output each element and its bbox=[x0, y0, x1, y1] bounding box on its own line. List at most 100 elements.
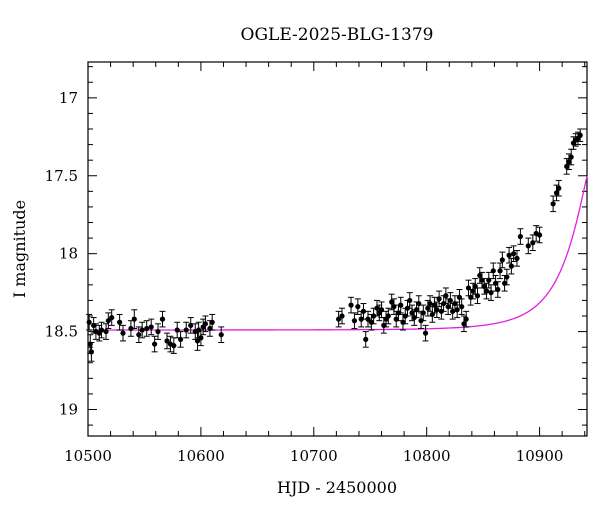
data-point bbox=[508, 263, 514, 269]
data-point bbox=[360, 308, 367, 314]
data-point bbox=[164, 338, 170, 344]
data-point bbox=[438, 308, 444, 314]
x-tick-label: 10800 bbox=[403, 447, 451, 465]
data-point bbox=[445, 304, 451, 310]
data-point bbox=[450, 308, 456, 314]
data-point bbox=[117, 319, 123, 325]
data-point bbox=[506, 252, 512, 258]
data-point bbox=[488, 290, 494, 296]
data-point bbox=[363, 336, 369, 342]
data-point bbox=[454, 307, 460, 313]
data-point bbox=[447, 297, 453, 304]
data-point bbox=[355, 304, 361, 310]
axis-ticks bbox=[87, 62, 587, 436]
data-point bbox=[155, 328, 161, 335]
data-point bbox=[553, 190, 560, 196]
data-point bbox=[374, 305, 380, 311]
data-point bbox=[400, 319, 406, 325]
data-point bbox=[486, 277, 492, 283]
x-tick-label: 10500 bbox=[64, 447, 112, 465]
data-point bbox=[550, 201, 556, 207]
data-point bbox=[514, 255, 520, 261]
data-point bbox=[365, 316, 371, 322]
data-point bbox=[91, 322, 97, 328]
data-point bbox=[416, 300, 422, 307]
data-point bbox=[530, 240, 536, 246]
data-point bbox=[87, 341, 93, 347]
data-point bbox=[431, 302, 438, 308]
data-point bbox=[368, 319, 374, 325]
data-point bbox=[472, 283, 478, 289]
data-point bbox=[490, 268, 496, 274]
data-point bbox=[407, 297, 413, 304]
data-points bbox=[86, 132, 583, 355]
y-tick-label: 19 bbox=[59, 401, 78, 419]
data-point bbox=[477, 272, 483, 279]
data-point bbox=[103, 328, 109, 335]
data-point bbox=[152, 341, 158, 347]
model-curve bbox=[88, 175, 588, 331]
data-point bbox=[351, 318, 358, 324]
data-point bbox=[470, 288, 476, 294]
data-point bbox=[501, 280, 508, 286]
data-point bbox=[436, 296, 442, 302]
data-point bbox=[536, 232, 543, 238]
data-point bbox=[422, 330, 429, 336]
data-point bbox=[120, 330, 126, 336]
data-point bbox=[499, 257, 505, 263]
data-point bbox=[131, 316, 137, 322]
data-point bbox=[171, 343, 177, 349]
data-point bbox=[174, 327, 180, 333]
chart-title: OGLE-2025-BLG-1379 bbox=[241, 25, 434, 45]
y-axis-label: I magnitude bbox=[10, 200, 29, 298]
data-point bbox=[196, 327, 202, 333]
data-point bbox=[504, 274, 510, 280]
data-point bbox=[336, 316, 342, 322]
data-point bbox=[109, 314, 115, 321]
data-point bbox=[418, 318, 424, 324]
data-point bbox=[434, 307, 440, 313]
data-point bbox=[468, 294, 474, 300]
data-point bbox=[459, 304, 465, 310]
data-point bbox=[339, 313, 345, 319]
data-point bbox=[456, 294, 463, 300]
data-point bbox=[391, 304, 397, 310]
data-point bbox=[381, 322, 387, 328]
data-point bbox=[404, 305, 411, 311]
y-tick-labels: 17 17.5 18 18.5 19 bbox=[45, 89, 78, 419]
data-point bbox=[148, 324, 154, 330]
data-point bbox=[358, 316, 364, 322]
data-point bbox=[427, 300, 433, 307]
data-point bbox=[511, 251, 517, 257]
data-point bbox=[378, 307, 385, 313]
data-point bbox=[465, 285, 472, 291]
data-point bbox=[207, 325, 213, 332]
data-point bbox=[98, 327, 105, 333]
x-tick-label: 10600 bbox=[177, 447, 225, 465]
data-point bbox=[425, 305, 431, 311]
data-point bbox=[420, 310, 426, 316]
data-point bbox=[483, 288, 490, 294]
x-tick-label: 10900 bbox=[516, 447, 564, 465]
data-point bbox=[495, 286, 501, 293]
data-point bbox=[441, 300, 447, 307]
data-point bbox=[198, 335, 204, 341]
data-point bbox=[479, 277, 485, 283]
y-tick-label: 17.5 bbox=[45, 167, 78, 185]
data-point bbox=[105, 318, 111, 324]
y-tick-label: 17 bbox=[59, 89, 78, 107]
data-point bbox=[144, 325, 150, 332]
data-point bbox=[577, 132, 583, 138]
data-point bbox=[413, 307, 420, 313]
data-point bbox=[202, 321, 209, 327]
data-point bbox=[371, 313, 377, 319]
data-point bbox=[88, 349, 94, 355]
x-tick-label: 10700 bbox=[290, 447, 338, 465]
data-point bbox=[188, 322, 194, 328]
data-point bbox=[393, 316, 399, 322]
data-point bbox=[86, 319, 92, 325]
data-point bbox=[209, 319, 215, 325]
error-bars bbox=[86, 128, 584, 362]
data-point bbox=[566, 159, 572, 165]
